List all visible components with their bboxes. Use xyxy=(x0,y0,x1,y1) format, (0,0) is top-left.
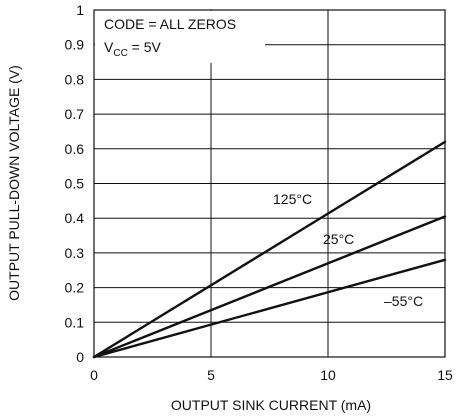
y-tick-label: 0.6 xyxy=(65,141,85,157)
tick-layer: 00.10.20.30.40.50.60.70.80.910 5 10 15 xyxy=(65,2,453,383)
x-axis-label: OUTPUT SINK CURRENT (mA) xyxy=(171,397,371,413)
series-line xyxy=(92,258,447,359)
y-tick-label: 0.8 xyxy=(65,71,85,87)
annotation-vcc: VCC = 5V xyxy=(104,39,162,59)
annotation-vcc-sub: CC xyxy=(113,48,127,59)
series-label-m55c: –55°C xyxy=(384,293,423,309)
grid-layer xyxy=(93,9,446,358)
annotation-vcc-rest: = 5V xyxy=(128,39,162,55)
plot-border xyxy=(93,9,446,358)
y-tick-label: 0.2 xyxy=(65,280,85,296)
annotation-box xyxy=(95,11,265,63)
y-tick-label: 0.7 xyxy=(65,106,85,122)
y-tick-label: 0 xyxy=(76,349,84,365)
annotation-code: CODE = ALL ZEROS xyxy=(104,16,236,32)
x-tick-label: 0 xyxy=(90,367,98,383)
series-label-125c: 125°C xyxy=(273,191,312,207)
series-line xyxy=(92,140,447,359)
y-tick-label: 0.5 xyxy=(65,176,85,192)
x-tick-label: 5 xyxy=(207,367,215,383)
y-tick-label: 0.9 xyxy=(65,37,85,53)
y-axis-label: OUTPUT PULL-DOWN VOLTAGE (V) xyxy=(6,65,22,301)
y-tick-label: 0.1 xyxy=(65,314,85,330)
y-tick-label: 0.4 xyxy=(65,210,85,226)
y-tick-label: 1 xyxy=(76,2,84,18)
series-label-25c: 25°C xyxy=(323,231,354,247)
x-tick-label: 10 xyxy=(320,367,336,383)
series-line xyxy=(92,215,447,359)
series-layer xyxy=(92,140,447,359)
y-tick-label: 0.3 xyxy=(65,245,85,261)
annotation-vcc-main: V xyxy=(104,39,114,55)
x-tick-label: 15 xyxy=(437,367,453,383)
